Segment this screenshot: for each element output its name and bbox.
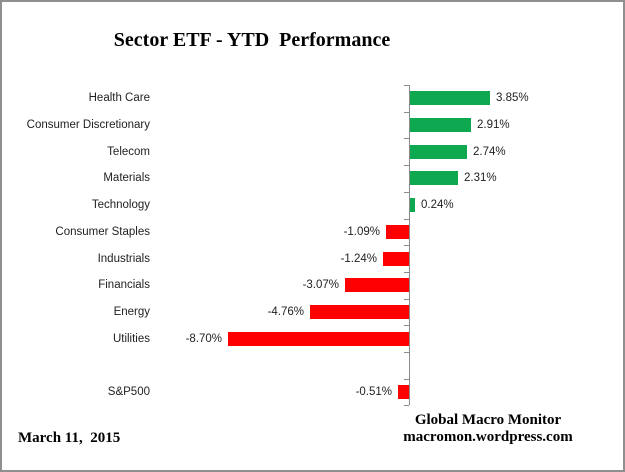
category-label: Financials: [98, 279, 150, 292]
value-label: -4.76%: [267, 305, 304, 318]
bar-positive: [410, 118, 471, 133]
value-label: -8.70%: [185, 332, 222, 345]
category-label: Technology: [91, 199, 150, 212]
date-label: March 11, 2015: [18, 430, 121, 446]
category-label: Telecom: [107, 145, 150, 158]
axis-tick: [404, 378, 409, 380]
axis-tick: [404, 352, 409, 353]
value-label: -3.07%: [302, 279, 339, 292]
category-label: Industrials: [97, 252, 150, 265]
axis-tick: [404, 138, 409, 140]
axis-tick: [404, 111, 409, 113]
axis-tick: [404, 298, 409, 300]
axis-tick: [404, 245, 409, 247]
chart-title: Sector ETF - YTD Performance: [113, 29, 391, 51]
brand-name: Global Macro Monitor: [414, 412, 562, 428]
value-label: -1.24%: [340, 252, 377, 265]
axis-tick: [404, 191, 409, 193]
bar-negative: [345, 278, 409, 293]
category-label: Materials: [103, 172, 150, 185]
bar-positive: [410, 198, 415, 213]
y-axis-line: [409, 85, 410, 406]
value-label: 3.85%: [496, 92, 529, 105]
value-label: 0.24%: [421, 199, 454, 212]
category-label: Consumer Staples: [55, 225, 150, 238]
value-label: -1.09%: [343, 225, 380, 238]
bar-negative: [310, 304, 409, 319]
bar-positive: [410, 144, 467, 159]
bar-negative: [228, 331, 409, 346]
category-label: S&P500: [107, 386, 150, 399]
value-label: -0.51%: [355, 386, 392, 399]
value-label: 2.31%: [464, 172, 497, 185]
category-label: Utilities: [112, 332, 150, 345]
brand-block: Global Macro Monitor macromon.wordpress.…: [338, 412, 623, 446]
axis-tick: [404, 218, 409, 220]
bar-negative: [398, 385, 409, 400]
bar-negative: [383, 251, 409, 266]
brand-url: macromon.wordpress.com: [403, 429, 573, 445]
category-label: Energy: [113, 305, 150, 318]
bar-positive: [410, 91, 490, 106]
category-label: [2, 357, 150, 373]
axis-tick: [404, 165, 409, 167]
bar-negative: [386, 224, 409, 239]
axis-tick: [404, 85, 409, 86]
axis-tick: [404, 325, 409, 327]
axis-tick: [404, 271, 409, 273]
value-label: 2.74%: [473, 145, 506, 158]
value-label: 2.91%: [477, 119, 510, 132]
bar-positive: [410, 171, 458, 186]
category-label: Health Care: [88, 92, 150, 105]
category-label: Consumer Discretionary: [26, 119, 150, 132]
axis-tick: [404, 405, 409, 407]
